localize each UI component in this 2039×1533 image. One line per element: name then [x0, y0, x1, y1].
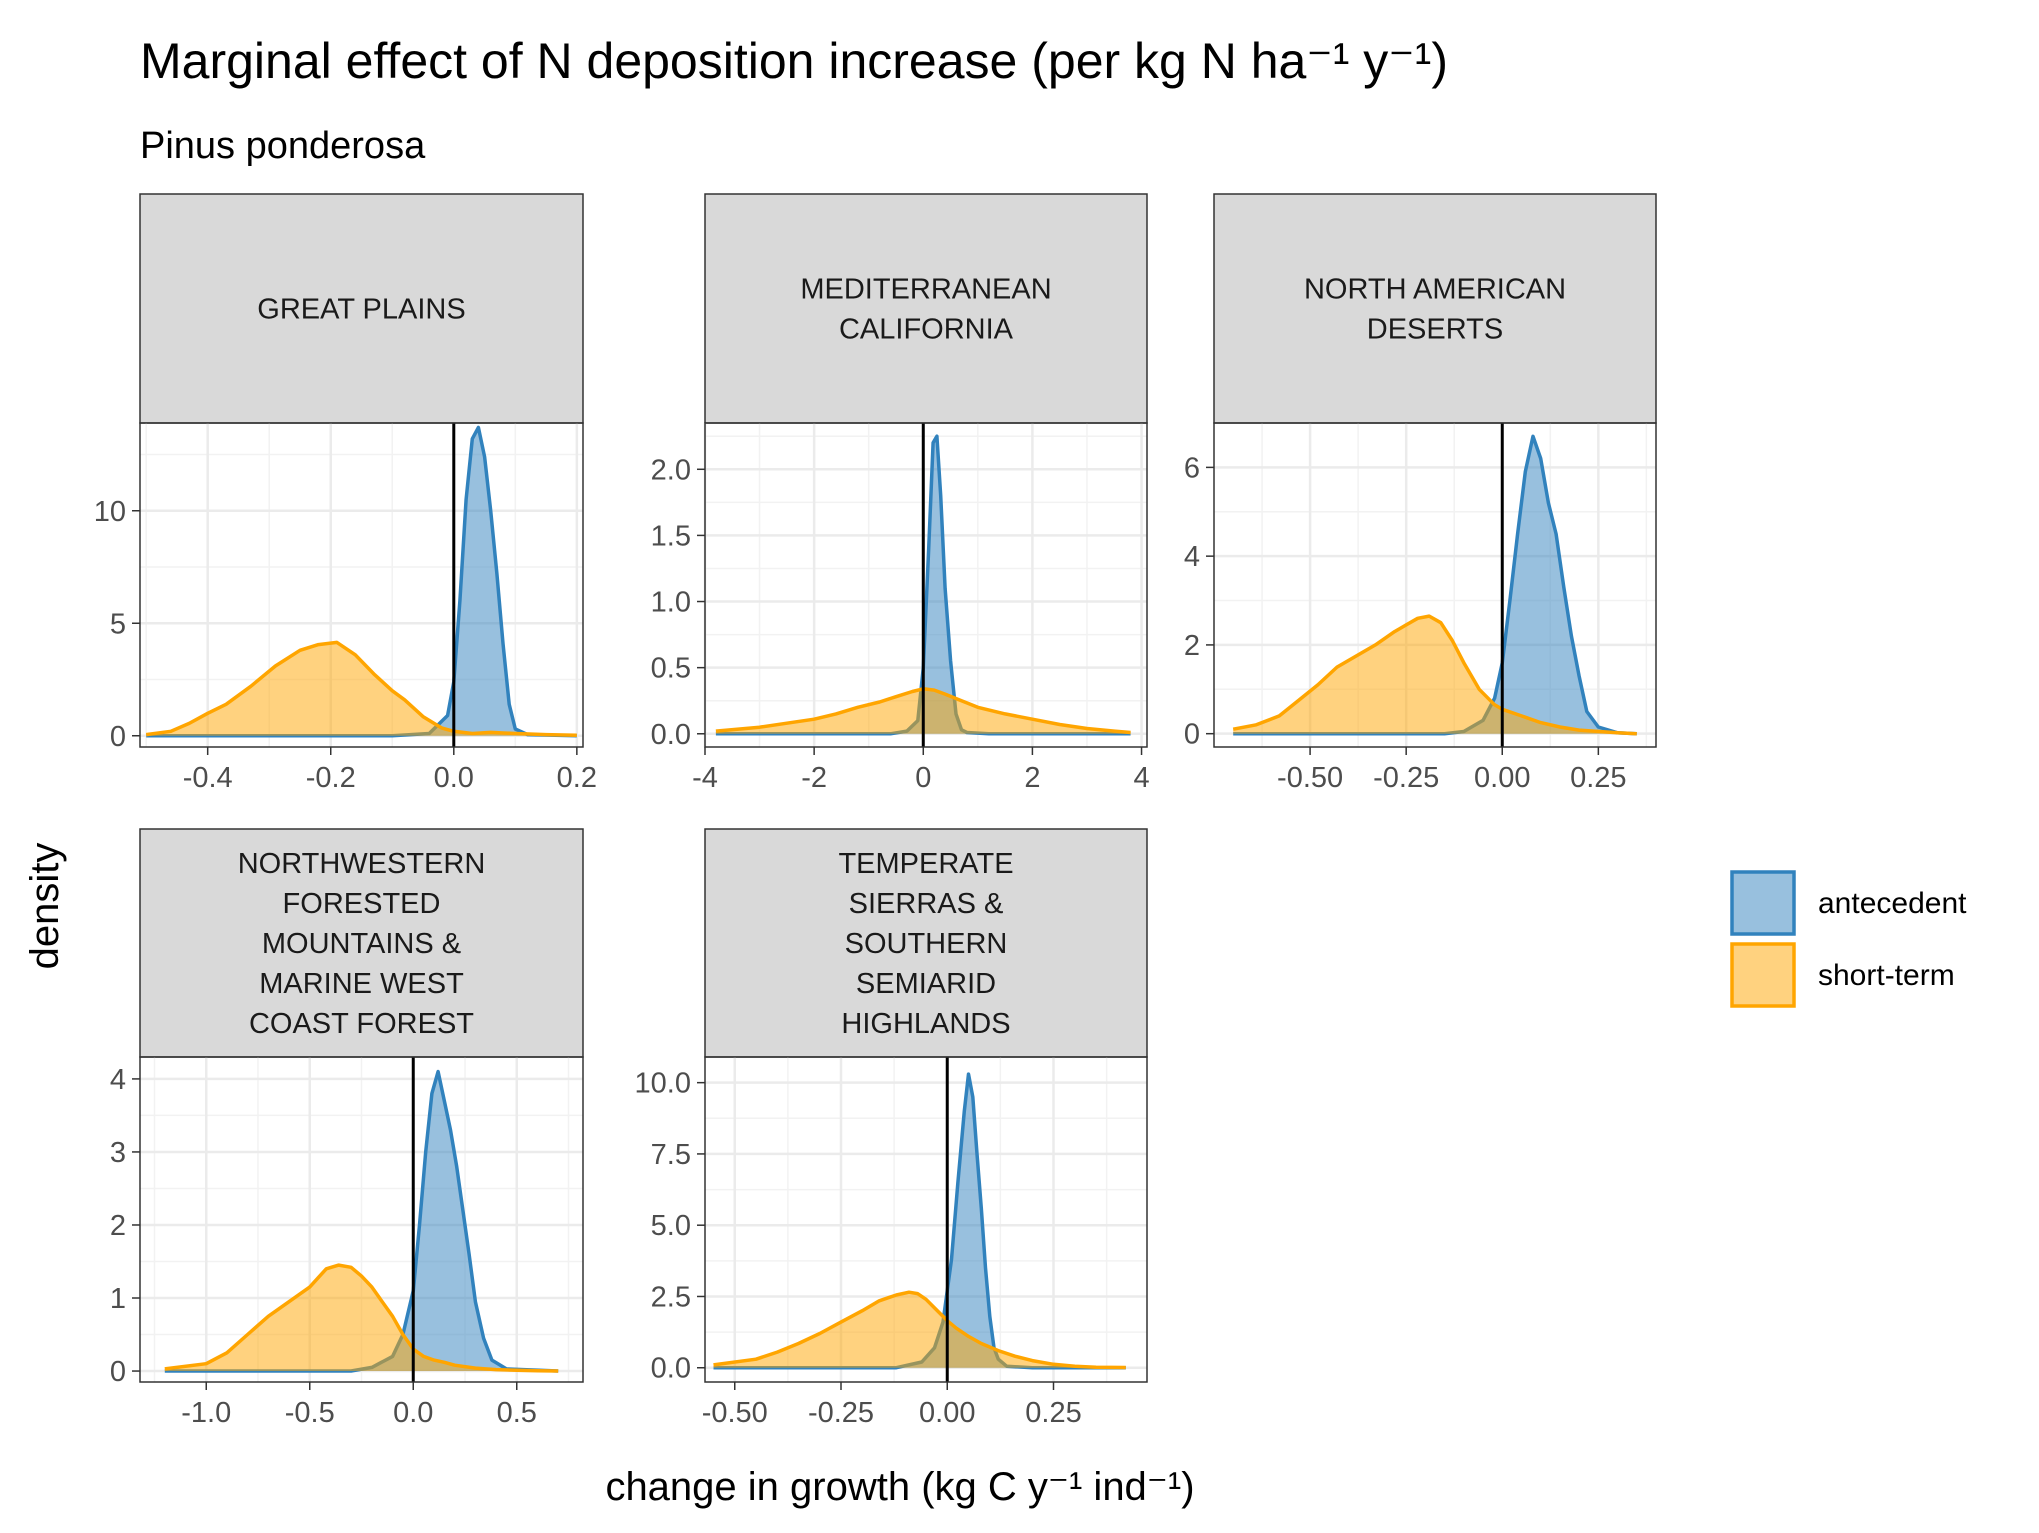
density-area-short-term [1233, 616, 1637, 734]
y-tick-label: 10 [94, 496, 126, 528]
x-tick-label: 0 [915, 762, 931, 794]
facet-panel: NORTH AMERICAN DESERTS -0.50 -0.25 0.00 0.25 0… [1184, 193, 1657, 794]
y-tick-label: 0.0 [651, 1353, 691, 1385]
y-tick-label: 7.5 [651, 1139, 691, 1171]
x-tick-label: 2 [1024, 762, 1040, 794]
panel-border [139, 422, 584, 748]
density-line-short-term [145, 640, 577, 738]
facet-strip-label: GREAT PLAINS [257, 294, 465, 326]
y-tick-label: 4 [1184, 541, 1200, 573]
density-area-antecedent [164, 1071, 559, 1371]
density-area-antecedent [146, 427, 577, 736]
y-tick-label: 2.0 [651, 454, 691, 486]
chart-title: Marginal effect of N deposition increase… [140, 33, 1448, 89]
panel-border [704, 1056, 1148, 1383]
y-tick-label: 5.0 [651, 1210, 691, 1242]
facet-panel: MEDITERRANEAN CALIFORNIA -4 -2 0 2 4 0.0 0.5 1.0 1… [651, 193, 1150, 794]
y-tick-label: 0 [1184, 719, 1200, 751]
y-tick-label: 4 [110, 1064, 126, 1096]
x-axis-title: change in growth (kg C y⁻¹ ind⁻¹) [605, 1465, 1194, 1509]
legend-key-short-term [1730, 942, 1796, 1008]
x-tick-label: 0.25 [1570, 762, 1626, 794]
facet-strip-label: NORTHWESTERN [238, 848, 486, 880]
y-tick-label: 0 [110, 721, 126, 753]
facet-strip-label: NORTH AMERICAN [1304, 274, 1566, 306]
x-tick-label: 0.00 [1474, 762, 1530, 794]
x-tick-label: -0.50 [1277, 762, 1343, 794]
y-tick-label: 2.5 [651, 1281, 691, 1313]
facet-strip-label: DESERTS [1367, 314, 1503, 346]
x-tick-label: 0.0 [434, 762, 474, 794]
facet-strip-label: TEMPERATE [838, 848, 1013, 880]
y-tick-label: 1.5 [651, 520, 691, 552]
x-tick-label: 0.0 [393, 1397, 433, 1429]
facet-strip-label: MEDITERRANEAN [800, 274, 1051, 306]
facet-strip-label: MOUNTAINS & [262, 928, 461, 960]
density-area-short-term [713, 1292, 1126, 1368]
facet-panels: GREAT PLAINS-0.4 -0.2 0.0 0.20510MEDITERRAN… [94, 193, 1657, 1429]
density-line-short-term [713, 1290, 1126, 1370]
panel-border [139, 1056, 584, 1383]
legend-label: antecedent [1818, 887, 1967, 920]
y-tick-label: 0.5 [651, 653, 691, 685]
x-tick-label: -1.0 [181, 1397, 231, 1429]
facet-strip-label: CALIFORNIA [839, 314, 1014, 346]
y-tick-label: 0.0 [651, 719, 691, 751]
facet-panel: GREAT PLAINS -0.4 -0.2 0.0 0.2 0 5 10 [94, 193, 597, 794]
x-tick-label: 0.25 [1025, 1397, 1081, 1429]
density-area-short-term [146, 642, 577, 736]
y-tick-label: 1.0 [651, 587, 691, 619]
panel-border [1213, 422, 1657, 748]
x-tick-label: -0.4 [183, 762, 233, 794]
x-tick-label: -0.5 [285, 1397, 335, 1429]
x-tick-label: 0.2 [557, 762, 597, 794]
y-tick-label: 2 [1184, 630, 1200, 662]
density-area-short-term [164, 1265, 559, 1371]
y-tick-label: 0 [110, 1356, 126, 1388]
facet-strip-label: COAST FOREST [249, 1008, 474, 1040]
density-line-short-term [1232, 614, 1637, 736]
facet-panel: NORTHWESTERN FORESTED MOUNTAINS & MARINE WE… [110, 828, 584, 1429]
x-tick-label: -2 [801, 762, 827, 794]
x-tick-label: -4 [692, 762, 718, 794]
facet-strip [704, 828, 1148, 1058]
legend-key-antecedent [1730, 870, 1796, 936]
facet-strip-label: FORESTED [283, 888, 441, 920]
facet-strip [704, 193, 1148, 424]
y-tick-label: 5 [110, 608, 126, 640]
facet-strip [139, 828, 584, 1058]
y-axis-title: density [23, 843, 67, 970]
density-line-short-term [715, 687, 1131, 735]
x-tick-label: -0.25 [1373, 762, 1439, 794]
y-tick-label: 10.0 [635, 1068, 691, 1100]
legend: antecedent short-term [1730, 870, 1967, 1008]
density-area-antecedent [1233, 436, 1637, 734]
y-tick-label: 2 [110, 1210, 126, 1242]
legend-label: short-term [1818, 959, 1955, 992]
x-tick-label: -0.2 [306, 762, 356, 794]
density-line-antecedent [146, 425, 577, 738]
facet-panel: TEMPERATE SIERRAS & SOUTHERN SEMIARID HIGHLA… [635, 828, 1148, 1429]
chart-subtitle: Pinus ponderosa [140, 125, 426, 167]
facet-strip-label: SEMIARID [856, 968, 996, 1000]
facet-strip [1213, 193, 1657, 424]
facet-strip-label: HIGHLANDS [841, 1008, 1010, 1040]
x-tick-label: 0.5 [497, 1397, 537, 1429]
panel-border [704, 422, 1148, 748]
facet-strip [139, 193, 584, 424]
density-line-short-term [164, 1263, 559, 1373]
facet-strip-label: SOUTHERN [845, 928, 1008, 960]
y-tick-label: 1 [110, 1283, 126, 1315]
x-tick-label: 4 [1133, 762, 1149, 794]
x-tick-label: -0.25 [808, 1397, 874, 1429]
facet-strip-label: MARINE WEST [259, 968, 464, 1000]
x-tick-label: 0.00 [919, 1397, 975, 1429]
y-tick-label: 3 [110, 1137, 126, 1169]
y-tick-label: 6 [1184, 452, 1200, 484]
x-tick-label: -0.50 [702, 1397, 768, 1429]
facet-strip-label: SIERRAS & [849, 888, 1004, 920]
